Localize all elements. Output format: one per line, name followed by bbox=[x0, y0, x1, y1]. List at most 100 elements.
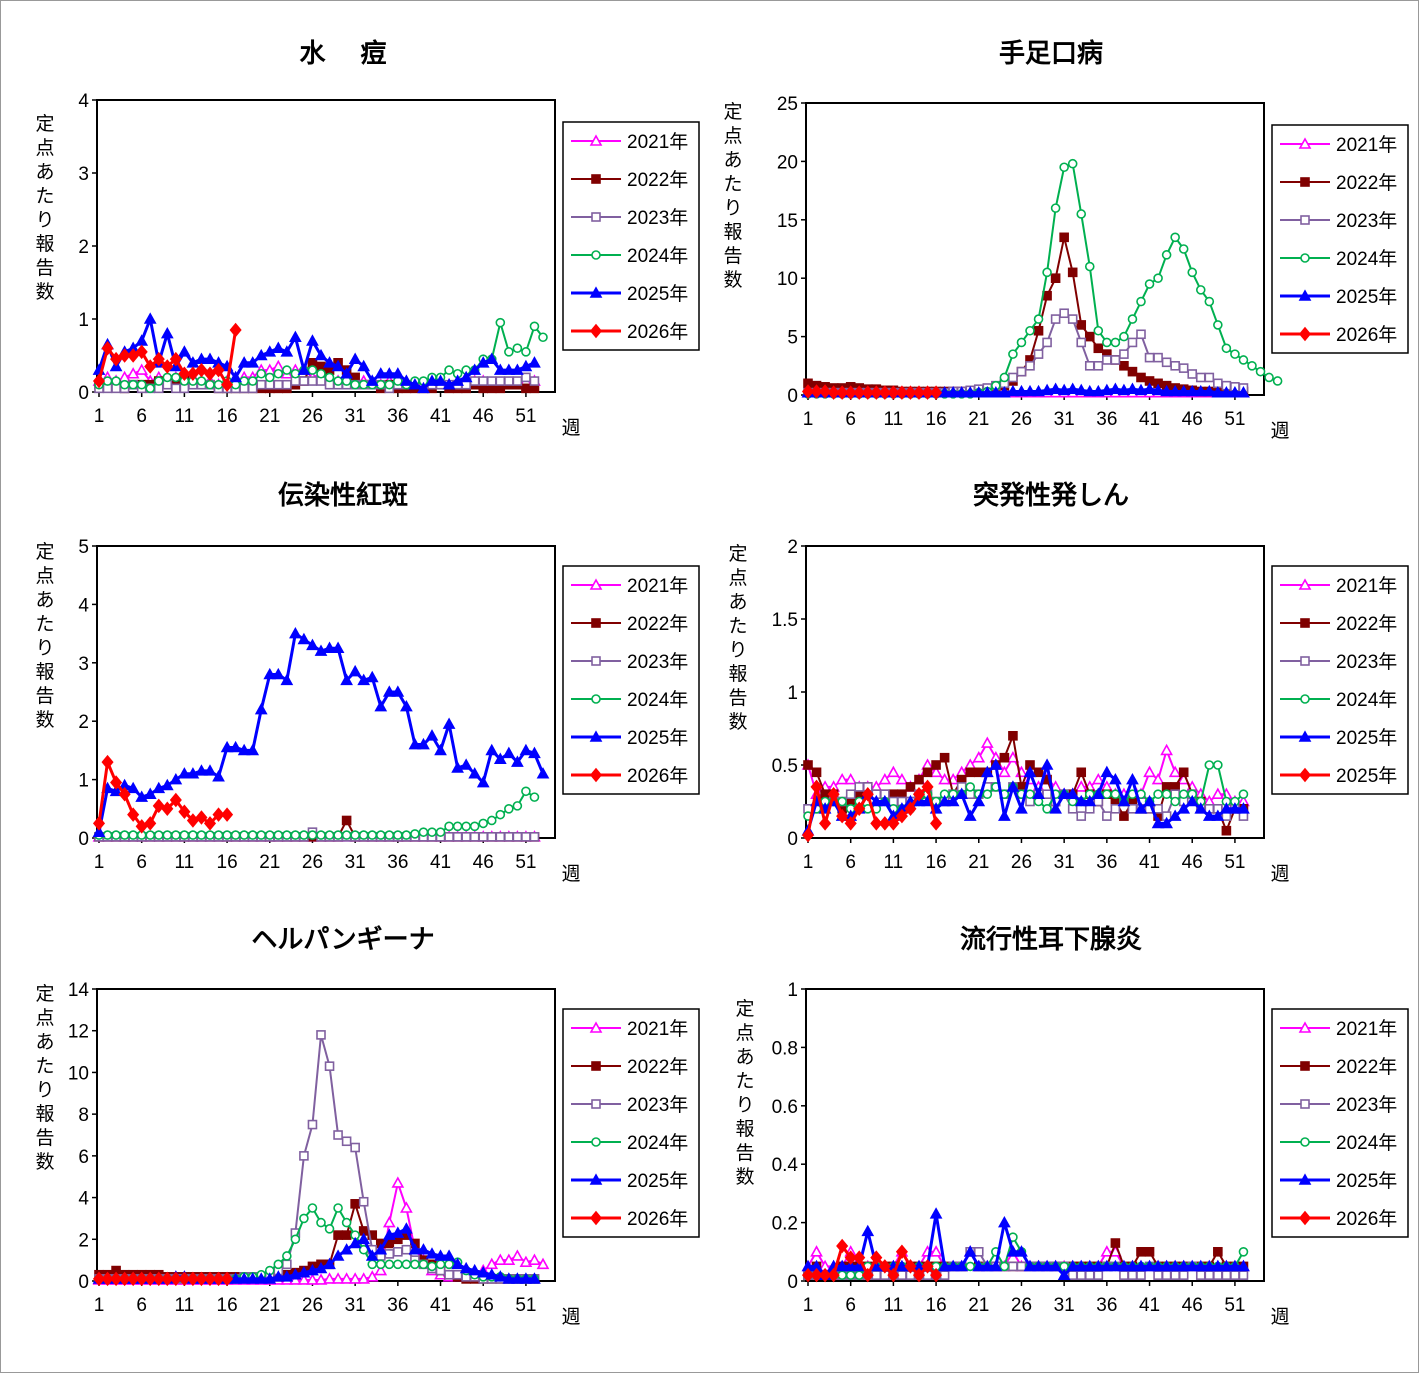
data-point bbox=[384, 1259, 395, 1270]
legend-marker bbox=[589, 286, 603, 298]
data-point bbox=[1228, 386, 1242, 398]
data-point bbox=[1220, 386, 1233, 398]
data-point bbox=[306, 1273, 319, 1285]
data-point bbox=[853, 385, 866, 400]
data-point bbox=[169, 1271, 182, 1287]
data-point bbox=[1119, 1270, 1129, 1280]
data-point bbox=[1204, 760, 1215, 770]
data-point bbox=[442, 378, 456, 390]
x-tick-label: 11 bbox=[175, 406, 195, 427]
data-point bbox=[1228, 802, 1242, 814]
data-point bbox=[914, 774, 924, 785]
data-point bbox=[519, 743, 533, 756]
legend-box bbox=[1271, 1008, 1409, 1238]
data-point bbox=[427, 1261, 437, 1272]
y-axis-label-char: あ bbox=[35, 1031, 54, 1053]
data-point bbox=[384, 379, 395, 390]
plot-area bbox=[96, 988, 556, 1282]
x-tick-label: 41 bbox=[430, 852, 451, 873]
x-tick-label: 31 bbox=[345, 852, 366, 873]
y-axis-label-char: あ bbox=[723, 149, 742, 171]
x-tick-label: 36 bbox=[1096, 409, 1117, 430]
data-point bbox=[195, 1271, 208, 1287]
x-tick-label: 41 bbox=[430, 1295, 451, 1316]
data-point bbox=[1032, 787, 1045, 800]
data-point bbox=[965, 782, 976, 792]
data-point bbox=[374, 367, 388, 379]
legend-box bbox=[562, 121, 700, 351]
legend-box bbox=[1271, 565, 1409, 795]
data-point bbox=[502, 363, 516, 375]
y-tick-label: 0.8 bbox=[772, 1038, 798, 1059]
data-point bbox=[1211, 787, 1225, 800]
data-point bbox=[468, 1263, 482, 1276]
data-point bbox=[980, 386, 994, 398]
data-point bbox=[982, 789, 993, 800]
data-point bbox=[887, 1267, 900, 1283]
data-point bbox=[382, 367, 396, 379]
data-point bbox=[1255, 366, 1266, 377]
data-point bbox=[1160, 384, 1173, 397]
data-point bbox=[1093, 343, 1104, 354]
data-point bbox=[1160, 816, 1173, 829]
x-tick-label: 31 bbox=[1054, 852, 1075, 873]
data-point bbox=[521, 786, 531, 797]
data-point bbox=[519, 1272, 533, 1284]
data-point bbox=[452, 832, 463, 842]
legend: 2021年 2022年 2023年 2024年 2025年 2026年 bbox=[1271, 1008, 1409, 1238]
data-point bbox=[1067, 158, 1078, 169]
data-point bbox=[246, 356, 260, 368]
y-tick-label: 0 bbox=[787, 829, 798, 850]
data-point bbox=[493, 1253, 507, 1265]
data-point bbox=[1008, 730, 1018, 741]
data-point bbox=[365, 1249, 379, 1261]
data-point bbox=[375, 830, 386, 840]
data-point bbox=[1143, 382, 1156, 394]
data-point bbox=[290, 830, 301, 840]
y-tick-label: 10 bbox=[68, 1063, 89, 1084]
data-point bbox=[528, 1272, 541, 1284]
data-point bbox=[350, 830, 360, 840]
data-point bbox=[1177, 384, 1191, 397]
y-axis-label-char: 点 bbox=[35, 565, 54, 587]
data-point bbox=[538, 332, 548, 343]
legend-marker bbox=[1300, 177, 1310, 187]
y-axis-label-char: 報 bbox=[735, 1118, 754, 1140]
data-point bbox=[955, 787, 969, 800]
y-tick-label: 10 bbox=[777, 269, 798, 290]
x-tick-label: 1 bbox=[803, 852, 814, 873]
x-tick-label: 26 bbox=[302, 852, 323, 873]
data-point bbox=[1032, 384, 1045, 397]
data-point bbox=[486, 815, 497, 826]
data-point bbox=[92, 373, 106, 389]
y-tick-label: 3 bbox=[78, 164, 89, 185]
data-point bbox=[348, 664, 362, 677]
data-point bbox=[188, 830, 198, 840]
data-point bbox=[391, 367, 405, 379]
data-point bbox=[895, 808, 908, 824]
legend: 2021年 2022年 2023年 2024年 2025年 2026年 bbox=[1271, 124, 1409, 354]
data-point bbox=[461, 821, 471, 832]
data-point bbox=[230, 830, 241, 840]
data-point bbox=[435, 827, 446, 837]
series-2026年-5 bbox=[801, 384, 943, 400]
data-point bbox=[135, 363, 149, 375]
data-point bbox=[126, 781, 140, 794]
data-point bbox=[1238, 355, 1249, 365]
data-point bbox=[1160, 743, 1173, 756]
x-tick-label: 51 bbox=[1224, 1295, 1245, 1316]
data-point bbox=[1202, 1259, 1216, 1272]
data-point bbox=[1050, 314, 1061, 324]
y-axis-label-char: 数 bbox=[735, 1166, 754, 1188]
data-point bbox=[273, 379, 284, 390]
data-point bbox=[854, 782, 865, 792]
data-point bbox=[922, 767, 933, 778]
legend-label: 2025年 bbox=[627, 1170, 688, 1192]
data-point bbox=[887, 385, 900, 400]
y-tick-label: 1 bbox=[78, 310, 89, 331]
y-axis-label-char: 告 bbox=[723, 245, 742, 267]
data-point bbox=[178, 345, 191, 357]
data-point bbox=[331, 1272, 345, 1284]
